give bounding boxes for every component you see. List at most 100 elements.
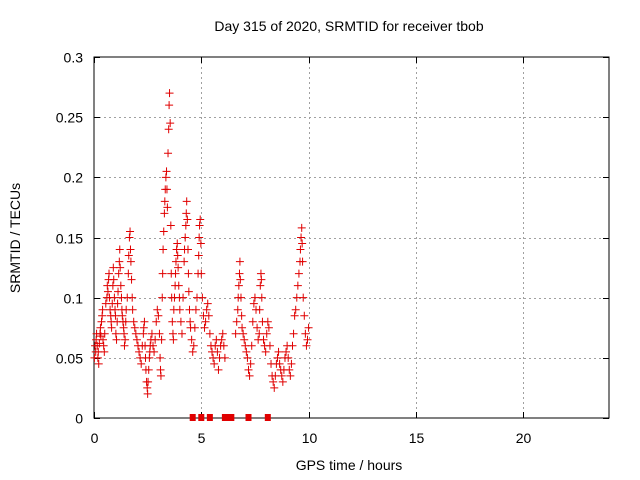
x-axis-label: GPS time / hours — [296, 457, 403, 473]
data-point — [168, 317, 177, 326]
data-point — [129, 317, 138, 326]
data-point — [109, 275, 118, 284]
data-point — [205, 329, 214, 338]
data-point — [163, 203, 172, 212]
grid-lines — [94, 57, 609, 418]
data-point — [97, 317, 106, 326]
data-point — [270, 383, 279, 392]
data-point — [291, 305, 300, 314]
data-point — [196, 215, 205, 224]
x-tick-label: 20 — [516, 430, 532, 446]
data-point — [179, 293, 188, 302]
data-points — [90, 89, 313, 421]
data-point — [181, 221, 190, 230]
data-point — [118, 311, 127, 320]
data-point — [303, 335, 312, 344]
data-point — [257, 293, 266, 302]
data-point — [171, 269, 180, 278]
data-point — [164, 125, 173, 134]
data-point — [298, 257, 307, 266]
y-tick-label: 0.15 — [56, 231, 83, 247]
plot-frame — [93, 56, 610, 419]
data-point — [128, 305, 137, 314]
data-point — [242, 347, 251, 356]
zero-data-point — [189, 414, 196, 421]
data-point — [249, 299, 258, 308]
data-point — [156, 371, 165, 380]
zero-data-point — [228, 414, 235, 421]
data-point — [259, 335, 268, 344]
data-point — [114, 269, 123, 278]
data-point — [234, 281, 243, 290]
data-point — [238, 323, 247, 332]
data-point — [253, 323, 262, 332]
data-point — [115, 245, 124, 254]
chart-title: Day 315 of 2020, SRMTID for receiver tbo… — [214, 18, 483, 34]
data-point — [294, 269, 303, 278]
data-point — [248, 317, 257, 326]
zero-data-point — [264, 414, 271, 421]
data-point — [182, 209, 191, 218]
data-point — [202, 305, 211, 314]
data-point — [190, 323, 199, 332]
data-point — [231, 329, 240, 338]
data-point — [155, 329, 164, 338]
data-point — [191, 305, 200, 314]
data-point — [263, 317, 272, 326]
data-point — [214, 365, 223, 374]
data-point — [197, 269, 206, 278]
data-point — [171, 257, 180, 266]
data-point — [160, 197, 169, 206]
data-point — [181, 233, 190, 242]
data-point — [236, 293, 245, 302]
data-point — [300, 311, 309, 320]
data-point — [125, 233, 134, 242]
zero-data-point — [245, 414, 252, 421]
data-point — [100, 347, 109, 356]
data-point — [289, 329, 298, 338]
x-tick-label: 10 — [302, 430, 318, 446]
data-point — [124, 269, 133, 278]
data-point — [126, 257, 135, 266]
data-point — [299, 293, 308, 302]
data-point — [245, 371, 254, 380]
data-point — [105, 269, 114, 278]
data-point — [278, 377, 287, 386]
data-point — [137, 359, 146, 368]
data-point — [111, 311, 120, 320]
data-point — [282, 347, 291, 356]
data-point — [99, 335, 108, 344]
data-point — [176, 317, 185, 326]
y-tick-label: 0.25 — [56, 110, 83, 126]
data-point — [116, 263, 125, 272]
data-point — [164, 149, 173, 158]
data-point — [131, 329, 140, 338]
data-point — [277, 371, 286, 380]
data-point — [297, 233, 306, 242]
data-point — [273, 353, 282, 362]
data-point — [161, 173, 170, 182]
data-point — [166, 221, 175, 230]
data-point — [108, 281, 117, 290]
zero-data-point — [221, 414, 228, 421]
data-point — [246, 359, 255, 368]
data-point — [261, 347, 270, 356]
data-point — [195, 233, 204, 242]
data-point — [109, 263, 118, 272]
data-point — [210, 359, 219, 368]
data-point — [126, 227, 135, 236]
data-point — [150, 347, 159, 356]
data-point — [298, 239, 307, 248]
y-tick-label: 0.05 — [56, 351, 83, 367]
data-point — [165, 89, 174, 98]
data-point — [162, 167, 171, 176]
data-point — [120, 329, 129, 338]
data-point — [166, 119, 175, 128]
data-point — [154, 311, 163, 320]
data-point — [243, 353, 252, 362]
data-point — [293, 281, 302, 290]
data-point — [173, 239, 182, 248]
data-point — [158, 293, 167, 302]
data-point — [177, 329, 186, 338]
